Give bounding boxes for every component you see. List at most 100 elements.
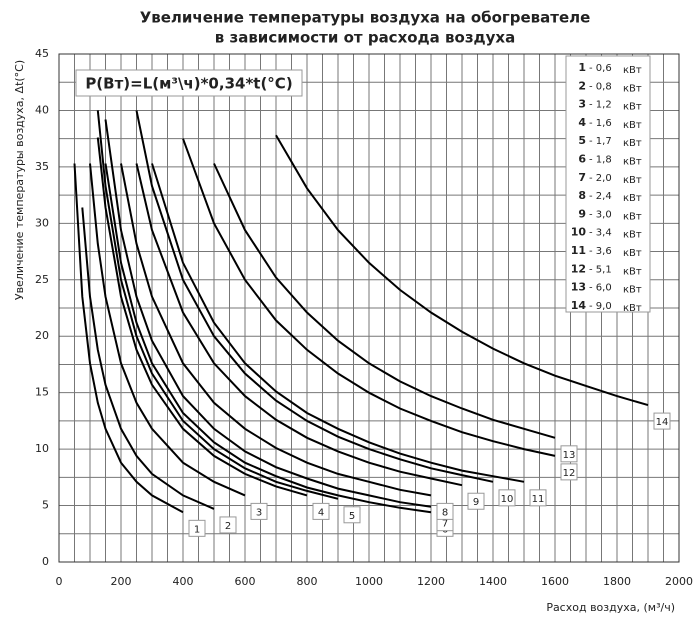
legend-unit: кВт xyxy=(623,157,642,168)
x-tick-label: 1400 xyxy=(479,575,507,588)
line-label-box xyxy=(498,489,516,507)
legend-label: - 2,0 xyxy=(589,173,612,184)
legend-unit: кВт xyxy=(623,83,642,94)
legend-unit: кВт xyxy=(623,248,642,259)
legend-name: 1 xyxy=(578,61,586,74)
legend-name: 14 xyxy=(571,299,587,312)
line-label: 12 xyxy=(563,468,576,479)
series-line xyxy=(135,110,494,483)
series-line xyxy=(104,119,432,508)
y-axis-label: Увеличение температуры воздуха, Δt(°C) xyxy=(13,60,26,300)
legend-unit: кВт xyxy=(623,175,642,186)
series-line xyxy=(89,163,246,497)
line-label: 11 xyxy=(532,494,545,505)
chart-title: в зависимости от расхода воздуха xyxy=(215,29,515,47)
series-line xyxy=(120,163,432,497)
line-label-box xyxy=(467,492,485,510)
line-label: 14 xyxy=(656,417,669,428)
legend-name: 6 xyxy=(578,153,586,166)
legend-label: - 1,2 xyxy=(589,100,612,111)
legend-name: 13 xyxy=(571,281,586,294)
legend-unit: кВт xyxy=(623,193,642,204)
legend-label: - 3,4 xyxy=(589,228,612,239)
line-label-box xyxy=(250,502,268,520)
legend-name: 7 xyxy=(578,171,586,184)
series-line xyxy=(96,137,308,497)
y-tick-label: 25 xyxy=(35,273,49,286)
line-label: 2 xyxy=(225,521,231,532)
y-tick-label: 30 xyxy=(35,216,49,229)
legend-unit: кВт xyxy=(623,230,642,241)
legend-label: - 3,6 xyxy=(589,246,612,257)
line-label-box xyxy=(560,445,578,463)
y-tick-label: 5 xyxy=(42,499,49,512)
legend-name: 5 xyxy=(578,134,586,147)
legend-label: - 2,4 xyxy=(589,191,612,202)
legend-name: 3 xyxy=(578,98,586,111)
series-line xyxy=(73,163,184,514)
x-tick-label: 1000 xyxy=(355,575,383,588)
line-label-box xyxy=(529,489,547,507)
line-label-box xyxy=(436,502,454,520)
legend-unit: кВт xyxy=(623,138,642,149)
x-tick-label: 1800 xyxy=(603,575,631,588)
annotation-box xyxy=(75,69,303,97)
legend-unit: кВт xyxy=(623,266,642,277)
x-tick-label: 0 xyxy=(56,575,63,588)
series-line xyxy=(96,110,339,500)
line-label-box xyxy=(219,516,237,534)
series-line xyxy=(182,138,556,457)
line-label: 9 xyxy=(473,497,479,508)
y-tick-label: 40 xyxy=(35,103,49,116)
legend-name: 4 xyxy=(578,116,586,129)
plot-frame xyxy=(58,53,680,563)
legend-label: - 5,1 xyxy=(589,264,612,275)
y-tick-label: 10 xyxy=(35,442,49,455)
x-tick-label: 600 xyxy=(235,575,256,588)
line-label: 4 xyxy=(318,507,324,518)
line-label: 7 xyxy=(442,519,448,530)
legend-unit: кВт xyxy=(623,65,642,76)
legend-label: - 0,6 xyxy=(589,63,612,74)
y-tick-label: 15 xyxy=(35,386,49,399)
series-line xyxy=(275,134,649,407)
legend-unit: кВт xyxy=(623,285,642,296)
legend-name: 8 xyxy=(578,189,586,202)
series-line xyxy=(104,163,432,514)
chart-title: Увеличение температуры воздуха на обогре… xyxy=(140,9,591,27)
legend-label: - 1,8 xyxy=(589,155,612,166)
legend-label: - 3,0 xyxy=(589,209,612,220)
y-tick-label: 20 xyxy=(35,329,49,342)
line-label-box xyxy=(560,463,578,481)
y-tick-label: 0 xyxy=(42,555,49,568)
series-line xyxy=(151,163,525,483)
line-label: 5 xyxy=(349,511,355,522)
legend-unit: кВт xyxy=(623,211,642,222)
series-line xyxy=(81,207,215,510)
legend-label: - 9,0 xyxy=(589,301,612,312)
line-label: 8 xyxy=(442,507,448,518)
line-label-box xyxy=(188,519,206,537)
line-label: 13 xyxy=(563,450,576,461)
legend-unit: кВт xyxy=(623,120,642,131)
y-tick-label: 45 xyxy=(35,47,49,60)
annotation: P(Вт)=L(м³\ч)*0,34*t(°C) xyxy=(85,75,292,93)
legend-label: - 0,8 xyxy=(589,81,612,92)
x-tick-label: 1600 xyxy=(541,575,569,588)
x-tick-label: 2000 xyxy=(665,575,693,588)
series-line xyxy=(135,163,463,487)
line-label-box xyxy=(343,506,361,524)
x-tick-label: 200 xyxy=(111,575,132,588)
y-tick-label: 35 xyxy=(35,160,49,173)
legend-label: - 1,6 xyxy=(589,118,612,129)
legend-box xyxy=(565,55,651,313)
x-tick-label: 400 xyxy=(173,575,194,588)
x-axis-label: Расход воздуха, (м³/ч) xyxy=(546,601,675,614)
series-line xyxy=(213,163,556,439)
legend-name: 9 xyxy=(578,207,586,220)
legend-name: 2 xyxy=(578,79,586,92)
line-label: 1 xyxy=(194,524,200,535)
x-tick-label: 1200 xyxy=(417,575,445,588)
line-label: 10 xyxy=(501,494,514,505)
